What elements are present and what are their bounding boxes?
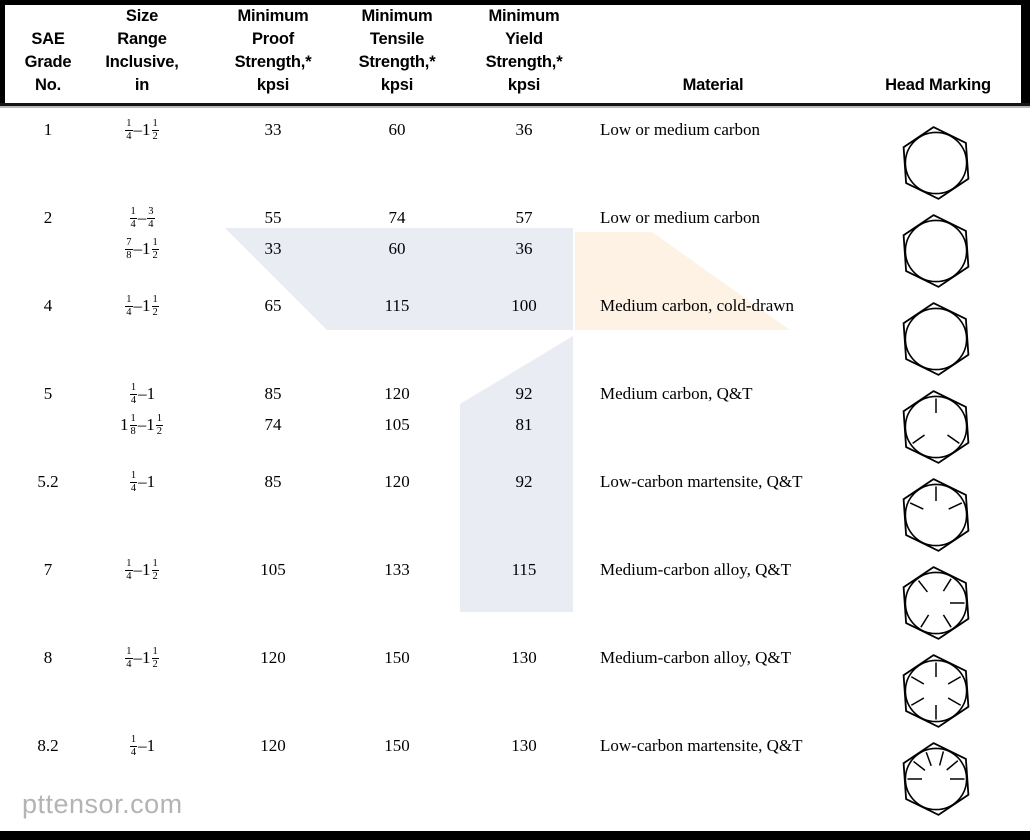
size-range-cell: 1 4 –1 1 2 xyxy=(125,558,159,583)
header-underline xyxy=(0,103,1030,106)
proof-strength-cell: 33 xyxy=(264,120,282,139)
material-cell: Medium-carbon alloy, Q&T xyxy=(600,560,792,579)
lavender-band xyxy=(225,228,573,330)
material-cell: Medium-carbon alloy, Q&T xyxy=(600,648,792,667)
bolt-head-marking-icon xyxy=(902,566,970,640)
head-marking-cell xyxy=(897,298,975,380)
yield-strength-cell: 100 xyxy=(511,296,537,315)
table-row-grade-7: 7 1 4 –1 1 2 105 133 115 Medium-carbon alloy… xyxy=(0,546,1030,640)
tensile-strength-cell: 120 105 xyxy=(384,384,410,434)
grade-cell: 4 xyxy=(43,296,53,315)
header-head-marking: Head Marking xyxy=(885,76,991,94)
bolt-head-marking-icon xyxy=(902,302,970,376)
grade-cell: 5.2 xyxy=(37,472,59,491)
watermark-text: pttensor.com xyxy=(22,789,183,819)
bolt-head-marking-icon xyxy=(902,654,970,728)
size-range-cell: 1 4 –1 1 2 xyxy=(125,294,159,319)
tensile-strength-cell: 60 xyxy=(388,120,406,139)
bolt-head-marking-icon xyxy=(902,478,970,552)
proof-strength-cell: 120 xyxy=(260,648,286,667)
table-row-grade-2: 2 1 4–3 4 7 8 –1 1 2 55 33 74 60 57 36 Low or medi… xyxy=(0,194,1030,288)
table-header: SAE Grade No. Size Range Inclusive, in M… xyxy=(0,0,1030,106)
yield-strength-cell: 57 36 xyxy=(515,208,533,258)
header-sae-grade-no: SAE Grade No. xyxy=(24,30,72,94)
yield-strength-cell: 130 xyxy=(511,648,537,667)
size-range-cell: 1 4 –1 xyxy=(129,470,156,495)
size-range-cell: 1 4 –1 1 2 xyxy=(125,118,159,143)
proof-strength-cell: 55 33 xyxy=(264,208,282,258)
header-material: Material xyxy=(682,76,744,94)
tensile-strength-cell: 74 60 xyxy=(388,208,406,258)
proof-strength-cell: 120 xyxy=(260,736,286,755)
tensile-strength-cell: 150 xyxy=(384,648,410,667)
top-border xyxy=(0,0,1030,5)
bolt-head-marking-icon xyxy=(902,390,970,464)
grade-cell: 5 xyxy=(43,384,53,403)
header-min-yield-strength: Minimum Yield Strength,* kpsi xyxy=(485,7,563,94)
material-cell: Low or medium carbon xyxy=(600,208,761,227)
bolt-head-marking-icon xyxy=(902,742,970,816)
header-min-proof-strength: Minimum Proof Strength,* kpsi xyxy=(234,7,312,94)
yield-strength-cell: 92 xyxy=(515,472,533,491)
yield-strength-cell: 36 xyxy=(515,120,533,139)
table-row-grade-8: 8 1 4 –1 1 2 120 150 130 Medium-carbon alloy… xyxy=(0,634,1030,728)
proof-strength-cell: 105 xyxy=(260,560,286,579)
material-cell: Low-carbon martensite, Q&T xyxy=(600,472,803,491)
header-underline-shadow xyxy=(0,106,1030,108)
table-row-grade-5: 5 1 4 –1 1 1 8 –1 1 2 85 74 120 105 92 81 Medium ca… xyxy=(0,370,1030,464)
tensile-strength-cell: 150 xyxy=(384,736,410,755)
material-cell: Medium carbon, cold-drawn xyxy=(600,296,795,315)
head-marking-cell xyxy=(897,386,975,468)
proof-strength-cell: 65 xyxy=(264,296,282,315)
tensile-strength-cell: 133 xyxy=(384,560,410,579)
head-marking-cell xyxy=(897,122,975,204)
header-min-tensile-strength: Minimum Tensile Strength,* kpsi xyxy=(358,7,436,94)
head-marking-cell xyxy=(897,474,975,556)
proof-strength-cell: 85 74 xyxy=(264,384,282,434)
material-cell: Low or medium carbon xyxy=(600,120,761,139)
head-marking-cell xyxy=(897,562,975,644)
bolt-head-marking-icon xyxy=(902,126,970,200)
grade-cell: 8 xyxy=(43,648,53,667)
right-border xyxy=(1021,0,1030,107)
grade-cell: 2 xyxy=(43,208,53,227)
tensile-strength-cell: 115 xyxy=(384,296,410,315)
table-row-grade-4: 4 1 4 –1 1 2 65 115 100 Medium carbon, cold-… xyxy=(0,282,1030,376)
size-range-cell: 1 4–3 4 7 8 –1 1 2 xyxy=(125,206,159,262)
size-range-cell: 1 4 –1 1 1 8 –1 1 2 xyxy=(120,382,163,438)
peach-triangle xyxy=(575,232,790,330)
table-body: 1 1 4 –1 1 2 33 60 36 Low or medium carbon 2… xyxy=(0,106,1030,816)
material-cell: Medium carbon, Q&T xyxy=(600,384,753,403)
table-row-grade-8-2: 8.2 1 4 –1 120 150 130 Low-carbon martensi… xyxy=(0,722,1030,816)
table-row-grade-5-2: 5.2 1 4 –1 85 120 92 Low-carbon martensite… xyxy=(0,458,1030,552)
bolt-head-marking-icon xyxy=(902,214,970,288)
yield-strength-cell: 115 xyxy=(511,560,537,579)
head-marking-cell xyxy=(897,650,975,732)
left-border xyxy=(0,0,5,106)
yield-strength-cell: 92 81 xyxy=(515,384,533,434)
header-size-range: Size Range Inclusive, in xyxy=(105,7,179,94)
grade-cell: 8.2 xyxy=(37,736,59,755)
grade-cell: 1 xyxy=(43,120,53,139)
size-range-cell: 1 4 –1 xyxy=(129,734,156,759)
proof-strength-cell: 85 xyxy=(264,472,282,491)
head-marking-cell xyxy=(897,210,975,292)
grade-cell: 7 xyxy=(43,560,53,579)
bottom-border xyxy=(0,831,1030,840)
head-marking-cell xyxy=(897,738,975,820)
material-cell: Low-carbon martensite, Q&T xyxy=(600,736,803,755)
size-range-cell: 1 4 –1 1 2 xyxy=(125,646,159,671)
tensile-strength-cell: 120 xyxy=(384,472,410,491)
lavender-strip xyxy=(460,336,573,612)
yield-strength-cell: 130 xyxy=(511,736,537,755)
table-row-grade-1: 1 1 4 –1 1 2 33 60 36 Low or medium carbon xyxy=(0,106,1030,200)
